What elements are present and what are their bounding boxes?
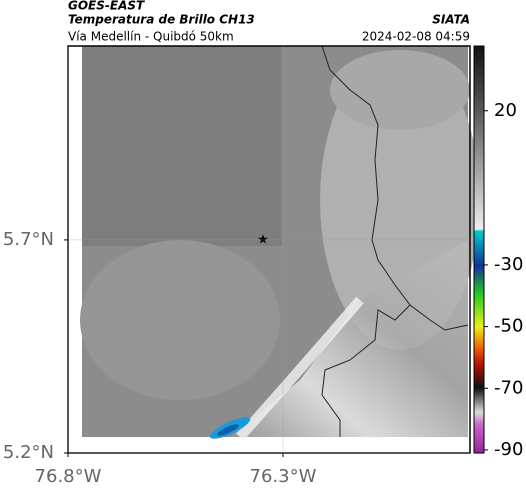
header: GOES-EAST Temperatura de Brillo CH13 Vía… [68, 0, 470, 44]
y-tick-label: 5.2°N [3, 442, 54, 463]
cloud [82, 46, 282, 246]
warm-band [236, 296, 364, 441]
cloud [330, 50, 470, 130]
cold-cloud [217, 424, 239, 436]
border-line [321, 45, 469, 437]
x-tick-label: 76.3°W [250, 466, 317, 487]
cloud [80, 240, 280, 400]
colorbar [473, 45, 485, 454]
source: SIATA [432, 13, 470, 27]
x-tick-label: 76.8°W [35, 466, 102, 487]
title: GOES-EAST [68, 0, 145, 13]
route: Vía Medellín - Quibdó 50km [68, 30, 234, 44]
colorbar-label: -50 [494, 316, 523, 337]
map: ★ [67, 45, 480, 454]
colorbar-label: 20 [494, 100, 517, 121]
colorbar-label: -30 [494, 254, 523, 275]
datetime: 2024-02-08 04:59 [362, 30, 470, 44]
colorbar-label: -90 [494, 439, 523, 460]
subtitle: Temperatura de Brillo CH13 [68, 13, 255, 27]
colorbar-label: -70 [494, 377, 523, 398]
y-tick-label: 5.7°N [3, 229, 54, 250]
warm-band [230, 240, 468, 437]
